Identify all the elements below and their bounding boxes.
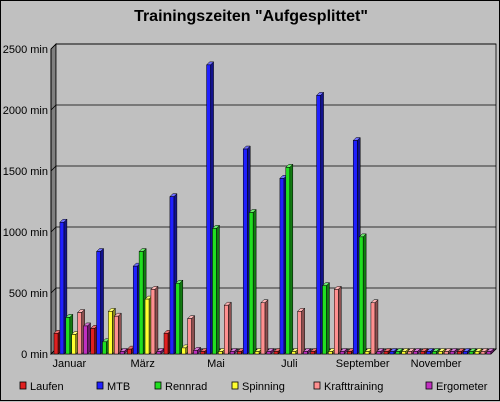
bar [462,347,471,355]
bar [260,299,269,355]
legend-label: Rennrad [165,381,207,393]
gridline [50,43,496,50]
bar [119,347,128,355]
legend-label: Ergometer [436,381,488,393]
bar [285,163,294,355]
bar [468,347,477,355]
x-axis: Januar März Mai Juli September November [53,358,462,370]
bar [486,347,495,355]
bar [474,347,483,355]
bar [443,347,452,355]
bar [186,315,196,355]
legend-item: Laufen [19,381,64,393]
legend-label: Krafttraining [324,381,383,393]
legend-item: Krafttraining [313,381,383,393]
y-tick-label: 2500 min [3,44,48,56]
bar [192,346,202,355]
bar [150,285,159,355]
bar [321,282,331,355]
bars [53,61,495,355]
legend-item: MTB [96,381,130,393]
bar [223,301,232,355]
bar [370,299,379,355]
legend-swatch [154,381,162,390]
y-tick-label: 0 min [21,349,48,361]
legend: Laufen MTB Rennrad Spinning Krafttraining Erg… [19,381,488,393]
bar [437,347,446,355]
x-tick-label: Januar [53,358,87,370]
bar [376,347,385,355]
bar [333,285,342,355]
y-tick-label: 1000 min [3,227,48,239]
gridline [50,104,496,111]
bar [229,347,238,355]
legend-swatch [231,381,239,390]
y-tick-label: 2000 min [3,105,48,117]
bar [302,347,312,355]
legend-item: Rennrad [154,381,207,393]
x-tick-label: Juli [281,358,298,370]
bar [412,347,422,355]
y-axis: 0 min 500 min 1000 min 1500 min 2000 min 2500… [3,44,52,361]
bar [266,347,275,355]
x-tick-label: September [336,358,390,370]
x-tick-label: Mai [207,358,225,370]
bar [480,347,489,355]
gridline [50,226,496,233]
chart-title: Trainingszeiten "Aufgesplittet" [134,8,368,25]
bar [401,347,410,355]
bar [431,347,441,355]
legend-label: Spinning [242,381,285,393]
legend-label: Laufen [30,381,64,393]
legend-swatch [19,381,27,390]
bar [395,347,404,355]
bar [449,347,458,355]
legend-swatch [425,381,433,390]
bar [113,312,122,355]
bar [211,224,221,355]
x-tick-label: März [130,358,154,370]
gridline [50,165,496,172]
bar [296,307,306,355]
legend-swatch [96,381,104,390]
legend-item: Ergometer [425,381,488,393]
y-tick-label: 500 min [9,288,48,300]
legend-item: Spinning [231,381,285,393]
legend-label: MTB [107,381,130,393]
bar [358,233,367,355]
plot-area [50,43,497,355]
bar [95,247,105,355]
bar [456,347,465,355]
x-tick-label: November [411,358,462,370]
gridline [50,287,496,294]
bar [406,347,416,355]
bar [175,279,184,355]
bar [339,347,348,355]
bar [82,322,92,355]
y-tick-label: 1500 min [3,166,48,178]
bar [248,208,257,355]
legend-swatch [313,381,321,390]
